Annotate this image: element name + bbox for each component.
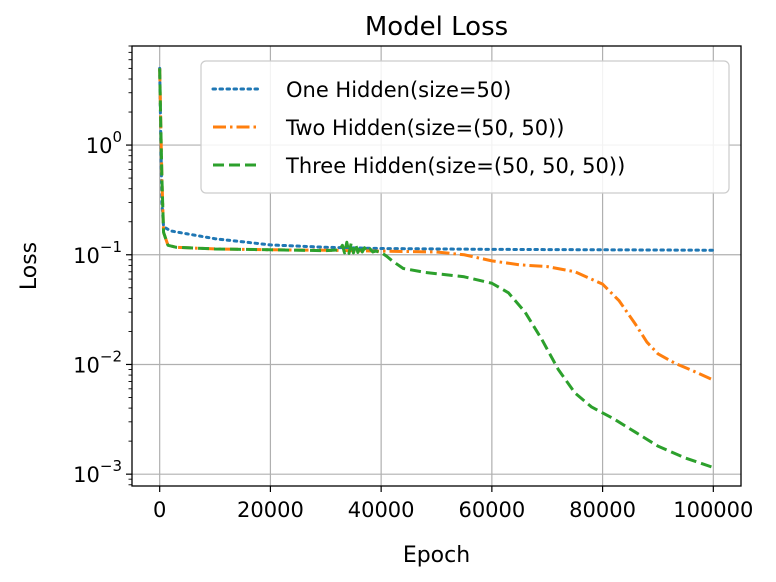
series-layer [158,66,715,469]
x-axis-label: Epoch [403,543,470,568]
x-axis: 0 20000 40000 60000 80000 100000 [153,486,753,522]
chart-title: Model Loss [365,12,508,42]
legend-box [200,60,730,194]
plot-frame [131,45,742,487]
legend-label-1: One Hidden(size=50) [286,78,511,102]
y-tick-label: 10−3 [73,457,122,487]
y-tick-label: 10−2 [73,347,122,377]
legend-label-3: Three Hidden(size=(50, 50, 50)) [285,154,625,178]
y-axis: 100 10−1 10−2 10−3 [73,128,132,487]
x-tick-label: 100000 [673,498,753,522]
x-tick-label: 40000 [348,498,415,522]
x-tick-label: 20000 [237,498,304,522]
legend: One Hidden(size=50) Two Hidden(size=(50, … [200,60,730,194]
legend-label-2: Two Hidden(size=(50, 50)) [285,116,564,140]
x-tick-label: 0 [153,498,166,522]
x-tick-label: 80000 [569,498,636,522]
series-line-3 [158,68,714,469]
x-tick-label: 60000 [458,498,525,522]
series-line-2 [158,68,714,382]
y-tick-label: 100 [86,128,122,158]
y-tick-label: 10−1 [73,238,122,268]
y-axis-label: Loss [17,242,42,290]
